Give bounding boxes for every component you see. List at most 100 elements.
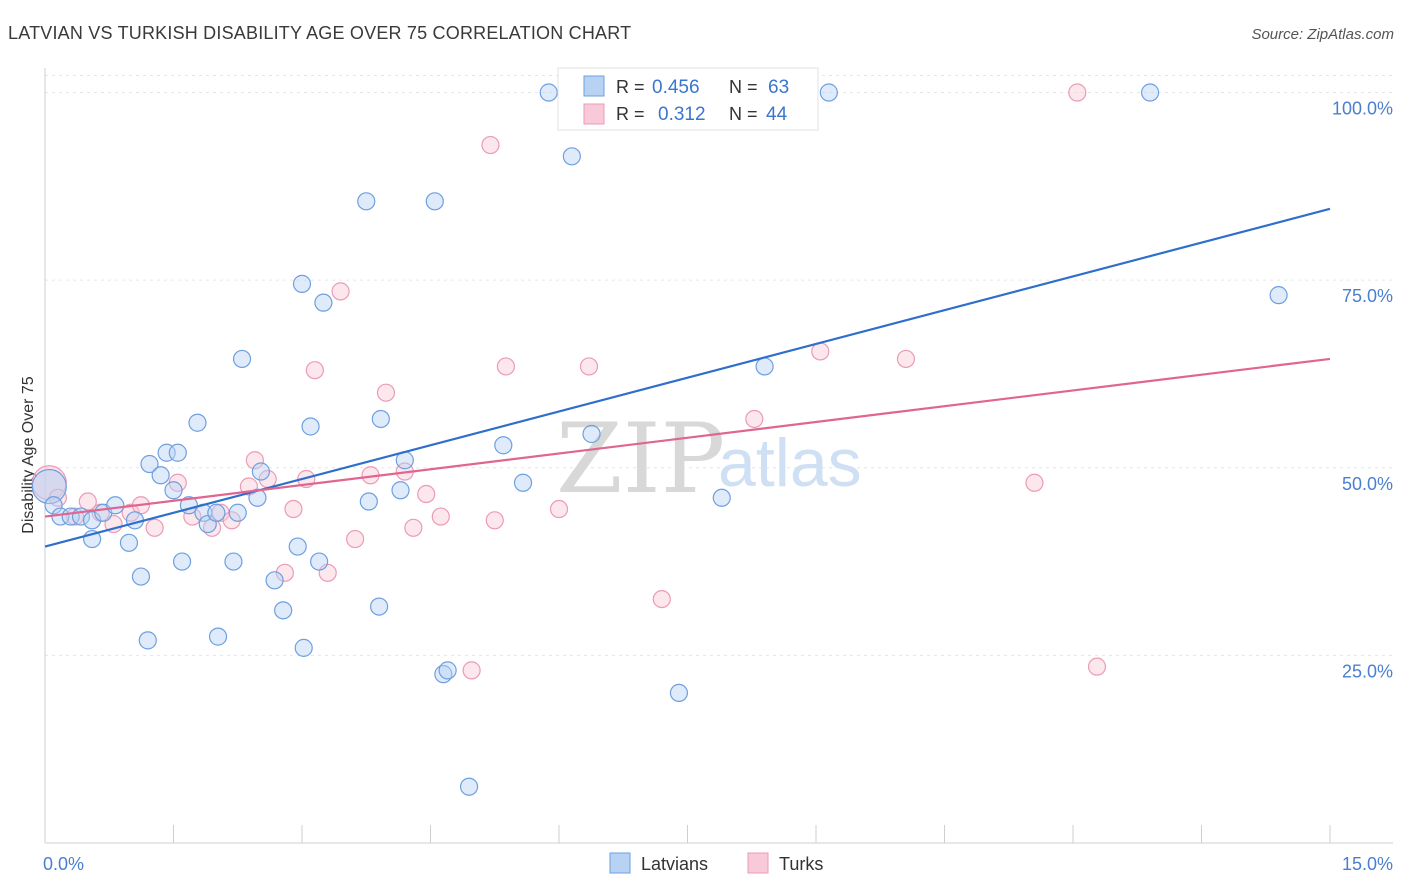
point-latvians	[755, 357, 774, 376]
stats-legend-n-value-turks: 44	[766, 104, 788, 125]
point-latvians	[425, 192, 444, 211]
point-turks	[745, 409, 764, 429]
point-turks	[245, 451, 264, 470]
watermark-atlas: atlas	[718, 425, 862, 501]
point-latvians	[208, 627, 228, 646]
point-turks	[579, 357, 599, 376]
series-legend-label-latvians: Latvians	[641, 854, 708, 874]
series-legend-label-turks: Turks	[779, 854, 823, 874]
stats-legend-r-label-turks: R =	[616, 104, 645, 124]
point-latvians	[168, 443, 187, 462]
point-latvians	[539, 83, 558, 102]
point-turks	[896, 349, 916, 369]
stats-legend-n-value-latvians: 63	[768, 77, 789, 98]
point-latvians	[301, 417, 320, 436]
point-turks	[331, 282, 350, 301]
point-turks	[1025, 473, 1044, 492]
stats-legend: R = 0.456 N = 63 R = 0.312 N = 44	[557, 67, 819, 131]
point-turks	[431, 507, 450, 526]
point-latvians	[274, 601, 293, 620]
point-latvians	[359, 492, 378, 511]
x-tick-labels: 0.0% 15.0%	[43, 854, 1393, 874]
point-latvians	[582, 424, 601, 444]
point-latvians	[314, 293, 333, 312]
series-legend-swatch-latvians	[609, 852, 631, 874]
point-latvians	[669, 683, 689, 703]
axes	[44, 68, 1393, 844]
point-latvians	[248, 488, 267, 507]
point-turks	[652, 589, 671, 609]
point-turks	[284, 499, 303, 519]
point-latvians	[151, 466, 170, 485]
point-latvians	[31, 468, 67, 505]
point-turks	[549, 499, 569, 519]
x-tick-label: 15.0%	[1342, 854, 1393, 874]
y-axis-label: Disability Age Over 75	[20, 376, 37, 534]
point-latvians	[294, 638, 313, 657]
stats-legend-n-label-latvians: N =	[729, 77, 758, 97]
y-tick-label: 75.0%	[1342, 286, 1393, 306]
point-latvians	[232, 349, 252, 369]
point-turks	[496, 357, 515, 376]
watermark: ZIP atlas	[556, 403, 862, 515]
stats-legend-r-value-latvians: 0.456	[652, 77, 700, 98]
x-tick-label: 0.0%	[43, 854, 84, 874]
point-turks	[404, 518, 423, 537]
point-latvians	[562, 147, 581, 166]
y-tick-label: 50.0%	[1342, 474, 1393, 494]
point-latvians	[138, 631, 157, 650]
point-latvians	[1140, 83, 1160, 102]
point-turks	[417, 484, 436, 504]
point-latvians	[224, 552, 243, 571]
point-latvians	[288, 537, 307, 556]
stats-legend-r-value-turks: 0.312	[658, 104, 706, 125]
point-latvians	[119, 533, 139, 552]
point-latvians	[494, 436, 513, 455]
point-latvians	[131, 567, 151, 586]
point-latvians	[44, 496, 63, 515]
point-latvians	[1269, 286, 1288, 305]
point-latvians	[371, 409, 390, 429]
point-latvians	[106, 496, 125, 515]
point-latvians	[310, 552, 329, 571]
point-turks	[78, 492, 97, 511]
point-latvians	[140, 454, 159, 474]
point-latvians	[265, 571, 284, 590]
chart-source: Source: ZipAtlas.com	[1251, 26, 1394, 43]
point-latvians	[513, 473, 533, 492]
point-turks	[222, 511, 241, 530]
point-latvians	[459, 777, 479, 796]
point-latvians	[370, 597, 389, 616]
point-latvians	[438, 661, 457, 680]
stats-legend-r-label-latvians: R =	[616, 77, 645, 97]
point-latvians	[819, 83, 838, 102]
y-tick-label: 100.0%	[1332, 99, 1393, 119]
point-turks	[145, 518, 164, 537]
point-latvians	[391, 481, 410, 500]
point-turks	[485, 511, 504, 530]
point-turks	[462, 661, 481, 680]
point-latvians	[251, 462, 270, 481]
watermark-zip: ZIP	[556, 403, 725, 515]
point-latvians	[188, 413, 207, 432]
stats-legend-n-label-turks: N =	[729, 104, 758, 124]
point-latvians	[164, 481, 183, 500]
point-latvians	[357, 192, 376, 211]
point-latvians	[292, 274, 312, 293]
point-latvians	[172, 552, 192, 571]
trend-lines	[44, 207, 1331, 548]
point-turks	[275, 563, 294, 582]
point-turks	[305, 361, 324, 380]
stats-legend-swatch-latvians	[583, 75, 605, 97]
point-latvians	[207, 503, 226, 522]
point-turks	[481, 135, 500, 155]
trend-line-turks	[44, 357, 1331, 518]
series-legend: Latvians Turks	[609, 852, 823, 874]
point-latvians	[228, 503, 247, 522]
point-turks	[1087, 657, 1107, 676]
y-tick-label: 25.0%	[1342, 661, 1393, 681]
point-turks	[346, 529, 365, 549]
series-legend-swatch-turks	[747, 852, 769, 874]
point-turks	[376, 383, 396, 402]
